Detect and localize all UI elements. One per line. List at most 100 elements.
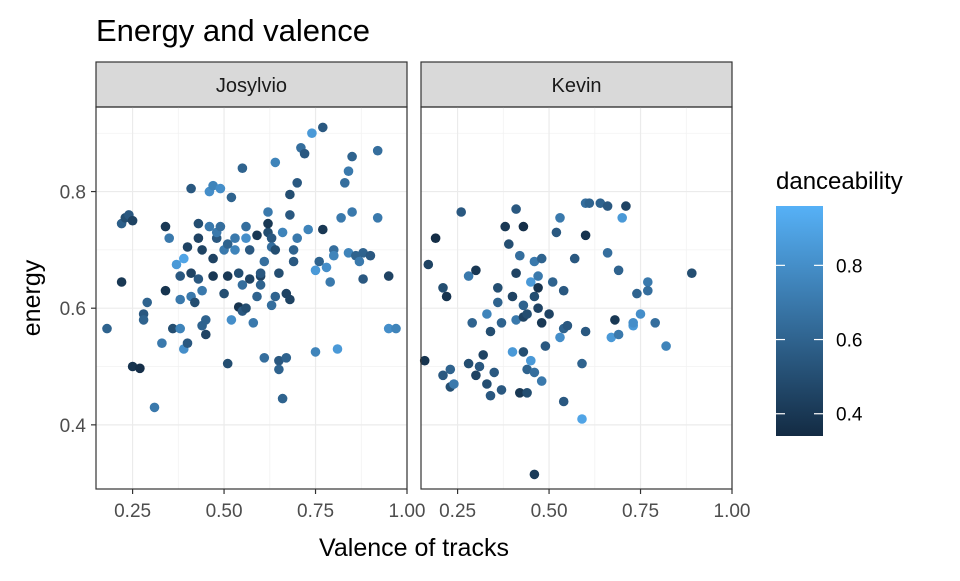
data-point: [116, 277, 127, 287]
data-point: [518, 300, 529, 311]
data-point: [515, 388, 525, 398]
panel-strip-label: Josylvio: [216, 75, 287, 97]
data-point: [219, 288, 229, 299]
data-point: [558, 396, 569, 407]
data-point: [292, 233, 303, 243]
y-tick-label: 0.8: [60, 183, 86, 204]
data-point: [511, 204, 521, 214]
data-point: [441, 291, 452, 302]
data-point: [318, 122, 328, 133]
data-point: [343, 248, 354, 258]
data-point: [193, 233, 204, 243]
data-point: [354, 256, 365, 267]
data-point: [511, 315, 521, 325]
data-point: [343, 166, 354, 176]
data-point: [281, 353, 292, 363]
data-point: [266, 233, 277, 243]
data-point: [208, 253, 218, 264]
data-point: [507, 291, 518, 302]
data-point: [522, 388, 532, 398]
data-point: [493, 297, 503, 308]
data-point: [164, 233, 174, 243]
data-point: [321, 262, 332, 273]
y-axis-title: energy: [18, 259, 46, 336]
data-point: [259, 256, 270, 267]
data-point: [263, 218, 273, 229]
data-point: [580, 230, 591, 241]
data-point: [226, 192, 237, 203]
legend-tick-label: 0.4: [836, 405, 863, 426]
data-point: [303, 224, 314, 235]
data-point: [201, 329, 211, 340]
data-point: [201, 315, 211, 325]
data-point: [329, 250, 339, 261]
data-point: [182, 338, 193, 349]
data-point: [336, 213, 346, 223]
data-point: [529, 291, 540, 302]
data-point: [193, 218, 204, 229]
chart-title: Energy and valence: [96, 13, 370, 48]
data-point: [222, 358, 233, 369]
data-point: [383, 323, 394, 334]
data-point: [270, 291, 281, 302]
data-point: [526, 277, 536, 287]
data-point: [419, 355, 430, 366]
data-point: [208, 180, 218, 191]
data-point: [584, 198, 595, 208]
x-tick-label: 0.50: [531, 501, 568, 522]
data-point: [482, 309, 492, 319]
data-point: [485, 326, 496, 337]
data-point: [285, 189, 295, 200]
data-point: [643, 277, 653, 287]
data-point: [577, 358, 587, 369]
data-point: [533, 271, 543, 281]
data-point: [285, 294, 295, 305]
data-point: [197, 285, 207, 296]
data-point: [193, 274, 204, 284]
data-point: [270, 245, 281, 255]
data-point: [643, 285, 653, 296]
legend-colorbar: [776, 206, 823, 436]
data-point: [471, 265, 481, 276]
data-point: [602, 248, 613, 258]
data-point: [555, 332, 565, 343]
data-point: [292, 178, 303, 188]
data-point: [558, 285, 569, 296]
data-point: [467, 318, 478, 328]
panel-strip-label: Kevin: [551, 75, 601, 97]
data-point: [358, 274, 368, 284]
data-point: [230, 245, 240, 255]
data-point: [347, 151, 357, 162]
data-point: [372, 213, 383, 223]
data-point: [522, 364, 532, 375]
x-tick-label: 1.00: [714, 501, 751, 522]
data-point: [255, 268, 266, 279]
data-point: [182, 242, 193, 252]
data-point: [628, 318, 638, 328]
data-point: [485, 390, 496, 401]
data-point: [263, 207, 273, 217]
data-point: [529, 469, 540, 480]
data-point: [204, 221, 215, 232]
x-tick-label: 0.50: [206, 501, 243, 522]
data-point: [540, 341, 551, 351]
data-point: [157, 338, 167, 349]
data-point: [504, 239, 514, 249]
x-tick-label: 0.25: [114, 501, 151, 522]
data-point: [179, 253, 189, 264]
data-point: [463, 358, 474, 369]
data-point: [577, 414, 587, 424]
data-point: [430, 233, 441, 243]
data-point: [222, 239, 233, 249]
data-point: [507, 347, 518, 357]
data-point: [244, 274, 255, 284]
data-point: [438, 370, 448, 381]
panel-grid: [96, 107, 408, 489]
data-point: [515, 250, 525, 261]
panel-grid: [421, 107, 733, 489]
data-point: [160, 285, 171, 296]
data-point: [536, 376, 547, 386]
legend: danceability 0.4 0.6 0.8: [776, 168, 903, 436]
data-point: [555, 213, 565, 223]
